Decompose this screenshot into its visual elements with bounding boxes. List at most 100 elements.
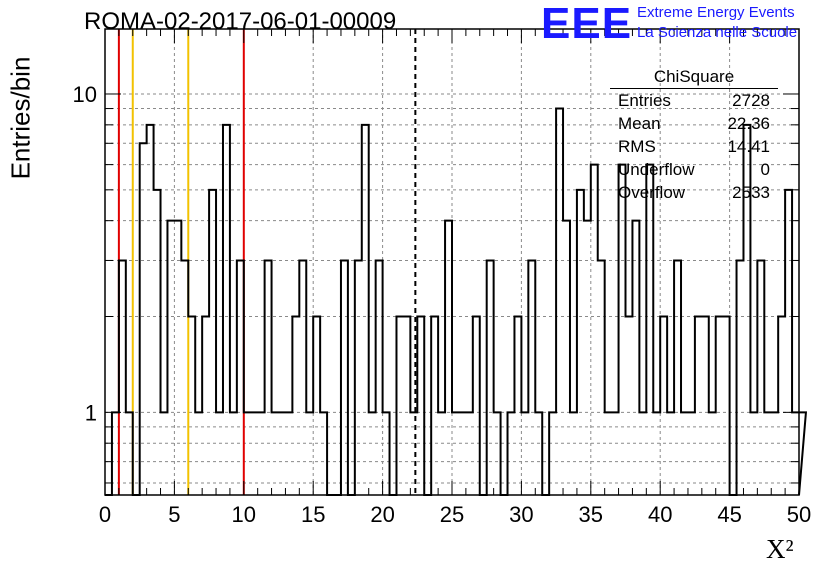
histogram-bin xyxy=(799,412,806,495)
histogram-bin xyxy=(306,412,313,495)
stats-title: ChiSquare xyxy=(610,66,778,89)
y-tick-label: 1 xyxy=(85,400,97,425)
histogram-bin xyxy=(737,260,744,495)
histogram-bin xyxy=(445,221,452,495)
histogram-bin xyxy=(126,412,133,495)
stats-value: 2728 xyxy=(732,91,770,110)
x-tick-label: 40 xyxy=(648,502,672,527)
histogram-bin xyxy=(258,412,265,495)
histogram-bin xyxy=(716,317,723,495)
stats-row-mean: Mean 22.36 xyxy=(610,112,778,135)
histogram-bin xyxy=(438,412,445,495)
histogram-bin xyxy=(417,317,424,495)
histogram-bin xyxy=(244,412,251,495)
x-tick-label: 15 xyxy=(301,502,325,527)
stats-row-underflow: Underflow 0 xyxy=(610,158,778,181)
histogram-bin xyxy=(674,260,681,495)
histogram-bin xyxy=(341,260,348,495)
stats-value: 2533 xyxy=(732,183,770,202)
histogram-bin xyxy=(757,260,764,495)
histogram-bin xyxy=(563,221,570,495)
histogram-series xyxy=(105,107,808,496)
x-tick-label: 50 xyxy=(787,502,811,527)
histogram-bin xyxy=(174,221,181,495)
histogram-bin xyxy=(632,221,639,495)
histogram-bin xyxy=(681,412,688,495)
stats-label: RMS xyxy=(618,137,656,156)
histogram-bin xyxy=(285,412,292,495)
stats-box: ChiSquare Entries 2728 Mean 22.36 RMS 14… xyxy=(610,66,778,204)
histogram-bin xyxy=(723,317,730,495)
stats-row-entries: Entries 2728 xyxy=(610,89,778,112)
x-tick-label: 5 xyxy=(168,502,180,527)
histogram-bin xyxy=(521,412,528,495)
logo-line1: Extreme Energy Events xyxy=(637,4,795,21)
histogram-bin xyxy=(750,412,757,495)
histogram-bin xyxy=(119,260,126,495)
histogram-bin xyxy=(653,412,660,495)
histogram-bin xyxy=(251,412,258,495)
histogram-bin xyxy=(771,412,778,495)
histogram-bin xyxy=(487,260,494,495)
histogram-bin xyxy=(570,412,577,495)
histogram-bin xyxy=(549,412,556,495)
histogram-bin xyxy=(431,317,438,495)
histogram-bin xyxy=(639,412,646,495)
histogram-bin xyxy=(778,317,785,495)
histogram-bin xyxy=(646,165,653,495)
histogram-bin xyxy=(383,412,390,495)
histogram-bin xyxy=(667,412,674,495)
histogram-bin xyxy=(410,412,417,495)
histogram-bin xyxy=(292,317,299,495)
histogram-bin xyxy=(709,412,716,495)
histogram-bin xyxy=(313,317,320,495)
histogram-bin xyxy=(626,317,633,495)
histogram-bin xyxy=(369,412,376,495)
eee-logo: EEE Extreme Energy Events La Scienza nel… xyxy=(541,2,831,46)
histogram-bin xyxy=(403,317,410,495)
stats-value: 22.36 xyxy=(727,114,770,133)
histogram-bin xyxy=(265,260,272,495)
histogram-bin xyxy=(355,260,362,495)
stats-label: Overflow xyxy=(618,183,686,202)
histogram-bin xyxy=(494,412,501,495)
histogram-bin xyxy=(695,317,702,495)
histogram-bin xyxy=(320,412,327,495)
logo-mark: EEE xyxy=(541,0,633,48)
histogram-bin xyxy=(272,412,279,495)
x-tick-label: 20 xyxy=(370,502,394,527)
stats-label: Mean xyxy=(618,114,661,133)
x-tick-label: 45 xyxy=(717,502,741,527)
histogram-bin xyxy=(577,190,584,495)
histogram-bin xyxy=(161,412,168,495)
histogram-bin xyxy=(473,317,480,495)
y-axis-label-text: Entries/bin xyxy=(5,56,36,180)
histogram-bin xyxy=(619,165,626,495)
x-tick-label: 10 xyxy=(232,502,256,527)
histogram-bin xyxy=(223,125,230,495)
histogram-bin xyxy=(209,190,216,495)
histogram-bin xyxy=(362,125,369,495)
histogram-bin xyxy=(591,165,598,495)
histogram-bin xyxy=(702,317,709,495)
stats-value: 0 xyxy=(760,160,770,179)
histogram-bin xyxy=(167,221,174,495)
histogram-bin xyxy=(785,190,792,495)
histogram-bin xyxy=(216,412,223,495)
histogram-bin xyxy=(195,412,202,495)
histogram-bin xyxy=(605,412,612,495)
histogram-bin xyxy=(452,412,459,495)
run-title: ROMA-02-2017-06-01-00009 xyxy=(84,8,397,35)
stats-row-overflow: Overflow 2533 xyxy=(610,181,778,204)
histogram-bin xyxy=(237,260,244,495)
histogram-bin xyxy=(188,317,195,495)
histogram-bin xyxy=(279,412,286,495)
histogram-bin xyxy=(598,260,605,495)
histogram-bin xyxy=(556,109,563,495)
histogram-bin xyxy=(376,260,383,495)
histogram-bin xyxy=(535,412,542,495)
histogram-bin xyxy=(202,317,209,495)
logo-line2: La Scienza nelle Scuole xyxy=(637,24,798,41)
